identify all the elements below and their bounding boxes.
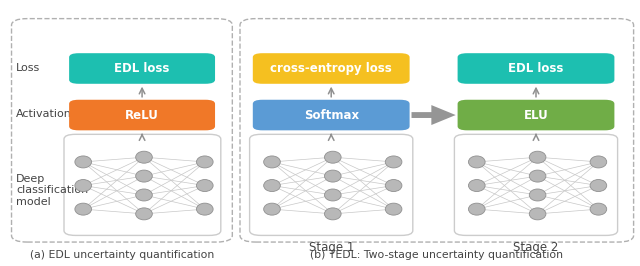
Ellipse shape bbox=[264, 180, 280, 192]
FancyBboxPatch shape bbox=[69, 53, 215, 84]
Ellipse shape bbox=[196, 156, 213, 168]
Ellipse shape bbox=[385, 156, 402, 168]
Ellipse shape bbox=[385, 203, 402, 215]
FancyBboxPatch shape bbox=[458, 53, 614, 84]
Text: ELU: ELU bbox=[524, 109, 548, 122]
Ellipse shape bbox=[196, 180, 213, 192]
Ellipse shape bbox=[590, 156, 607, 168]
Ellipse shape bbox=[529, 189, 546, 201]
Text: Deep
classification
model: Deep classification model bbox=[16, 174, 88, 207]
Ellipse shape bbox=[324, 208, 341, 220]
Text: Softmax: Softmax bbox=[303, 109, 359, 122]
Ellipse shape bbox=[468, 156, 485, 168]
Text: Loss: Loss bbox=[16, 63, 40, 73]
Ellipse shape bbox=[529, 170, 546, 182]
Text: cross-entropy loss: cross-entropy loss bbox=[270, 62, 392, 75]
Text: Stage 1: Stage 1 bbox=[308, 241, 354, 254]
Ellipse shape bbox=[529, 151, 546, 163]
Ellipse shape bbox=[264, 203, 280, 215]
FancyBboxPatch shape bbox=[69, 100, 215, 130]
Ellipse shape bbox=[324, 170, 341, 182]
Ellipse shape bbox=[468, 180, 485, 192]
Text: (a) EDL uncertainty quantification: (a) EDL uncertainty quantification bbox=[30, 250, 214, 260]
Ellipse shape bbox=[385, 180, 402, 192]
Ellipse shape bbox=[136, 208, 152, 220]
Ellipse shape bbox=[136, 151, 152, 163]
FancyBboxPatch shape bbox=[250, 134, 413, 235]
Ellipse shape bbox=[136, 170, 152, 182]
FancyBboxPatch shape bbox=[458, 100, 614, 130]
Ellipse shape bbox=[136, 189, 152, 201]
Ellipse shape bbox=[590, 203, 607, 215]
Ellipse shape bbox=[529, 208, 546, 220]
Text: EDL loss: EDL loss bbox=[115, 62, 170, 75]
FancyBboxPatch shape bbox=[64, 134, 221, 235]
Ellipse shape bbox=[590, 180, 607, 192]
Ellipse shape bbox=[196, 203, 213, 215]
FancyBboxPatch shape bbox=[12, 19, 232, 242]
Ellipse shape bbox=[324, 151, 341, 163]
FancyBboxPatch shape bbox=[253, 53, 410, 84]
Text: ReLU: ReLU bbox=[125, 109, 159, 122]
FancyArrow shape bbox=[412, 105, 456, 125]
FancyBboxPatch shape bbox=[253, 100, 410, 130]
Ellipse shape bbox=[324, 189, 341, 201]
Ellipse shape bbox=[264, 156, 280, 168]
Text: (b) TEDL: Two-stage uncertainty quantification: (b) TEDL: Two-stage uncertainty quantifi… bbox=[310, 250, 563, 260]
Ellipse shape bbox=[468, 203, 485, 215]
Text: EDL loss: EDL loss bbox=[508, 62, 564, 75]
Ellipse shape bbox=[75, 156, 92, 168]
FancyBboxPatch shape bbox=[240, 19, 634, 242]
Ellipse shape bbox=[75, 203, 92, 215]
FancyBboxPatch shape bbox=[454, 134, 618, 235]
Ellipse shape bbox=[75, 180, 92, 192]
Text: Activation: Activation bbox=[16, 109, 72, 119]
Text: Stage 2: Stage 2 bbox=[513, 241, 559, 254]
